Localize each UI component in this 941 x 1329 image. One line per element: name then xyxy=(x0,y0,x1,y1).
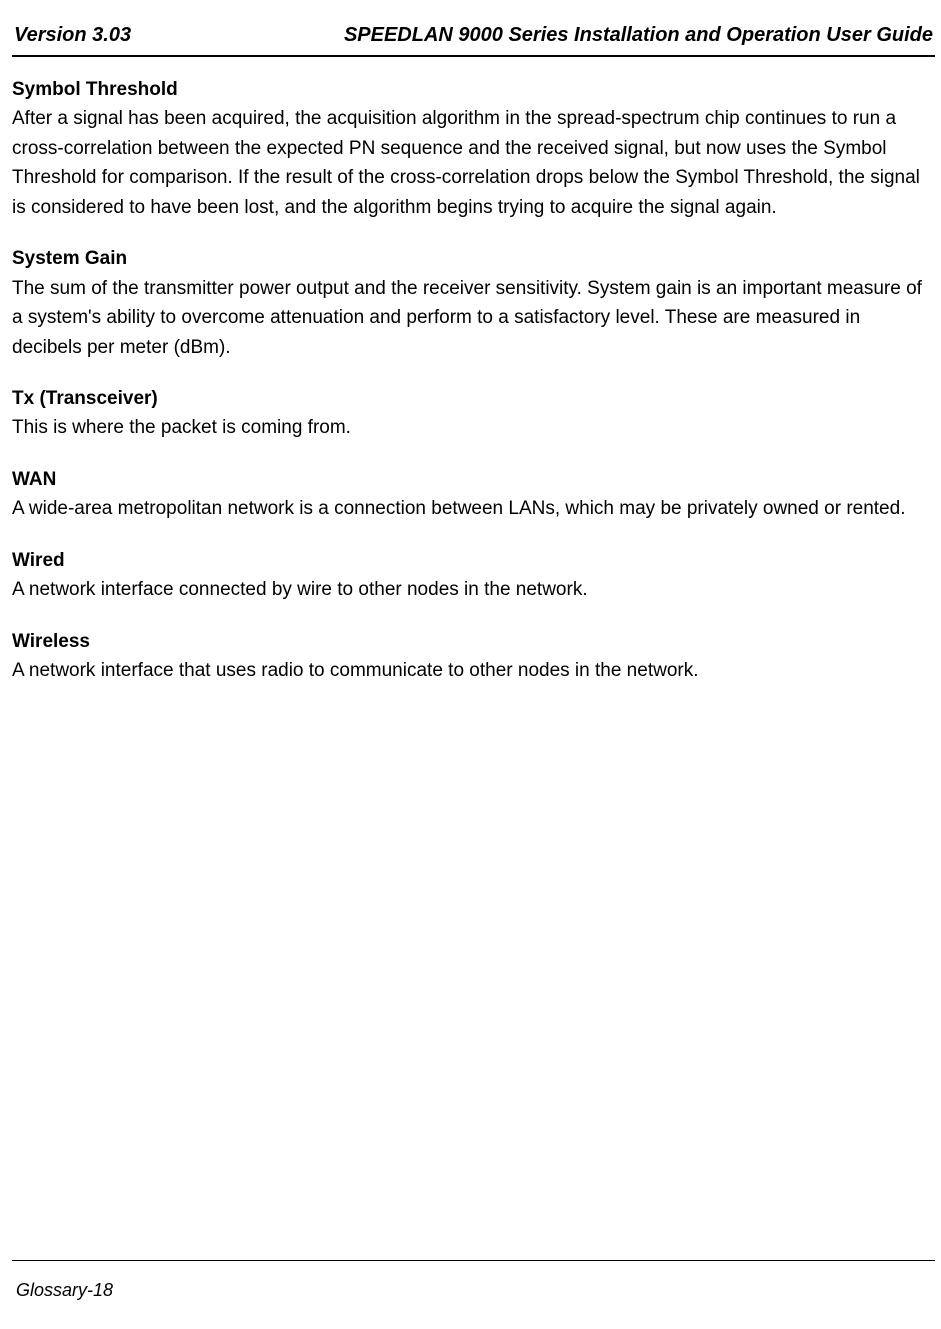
glossary-term: Wired xyxy=(12,546,935,575)
glossary-term: Tx (Transceiver) xyxy=(12,384,935,413)
header-rule xyxy=(12,55,935,57)
page-footer: Glossary-18 xyxy=(16,1280,113,1301)
glossary-definition: After a signal has been acquired, the ac… xyxy=(12,104,935,222)
header-title: SPEEDLAN 9000 Series Installation and Op… xyxy=(344,24,933,47)
glossary-term: WAN xyxy=(12,465,935,494)
glossary-definition: A network interface connected by wire to… xyxy=(12,575,935,604)
glossary-content: Symbol Threshold After a signal has been… xyxy=(12,75,935,685)
glossary-definition: The sum of the transmitter power output … xyxy=(12,274,935,362)
glossary-definition: A wide-area metropolitan network is a co… xyxy=(12,494,935,523)
glossary-definition: This is where the packet is coming from. xyxy=(12,413,935,442)
glossary-term: Symbol Threshold xyxy=(12,75,935,104)
header-version: Version 3.03 xyxy=(14,24,131,47)
document-page: Version 3.03 SPEEDLAN 9000 Series Instal… xyxy=(0,0,941,1329)
page-header: Version 3.03 SPEEDLAN 9000 Series Instal… xyxy=(12,24,935,55)
footer-rule xyxy=(12,1260,935,1261)
glossary-definition: A network interface that uses radio to c… xyxy=(12,656,935,685)
glossary-term: Wireless xyxy=(12,627,935,656)
glossary-term: System Gain xyxy=(12,244,935,273)
